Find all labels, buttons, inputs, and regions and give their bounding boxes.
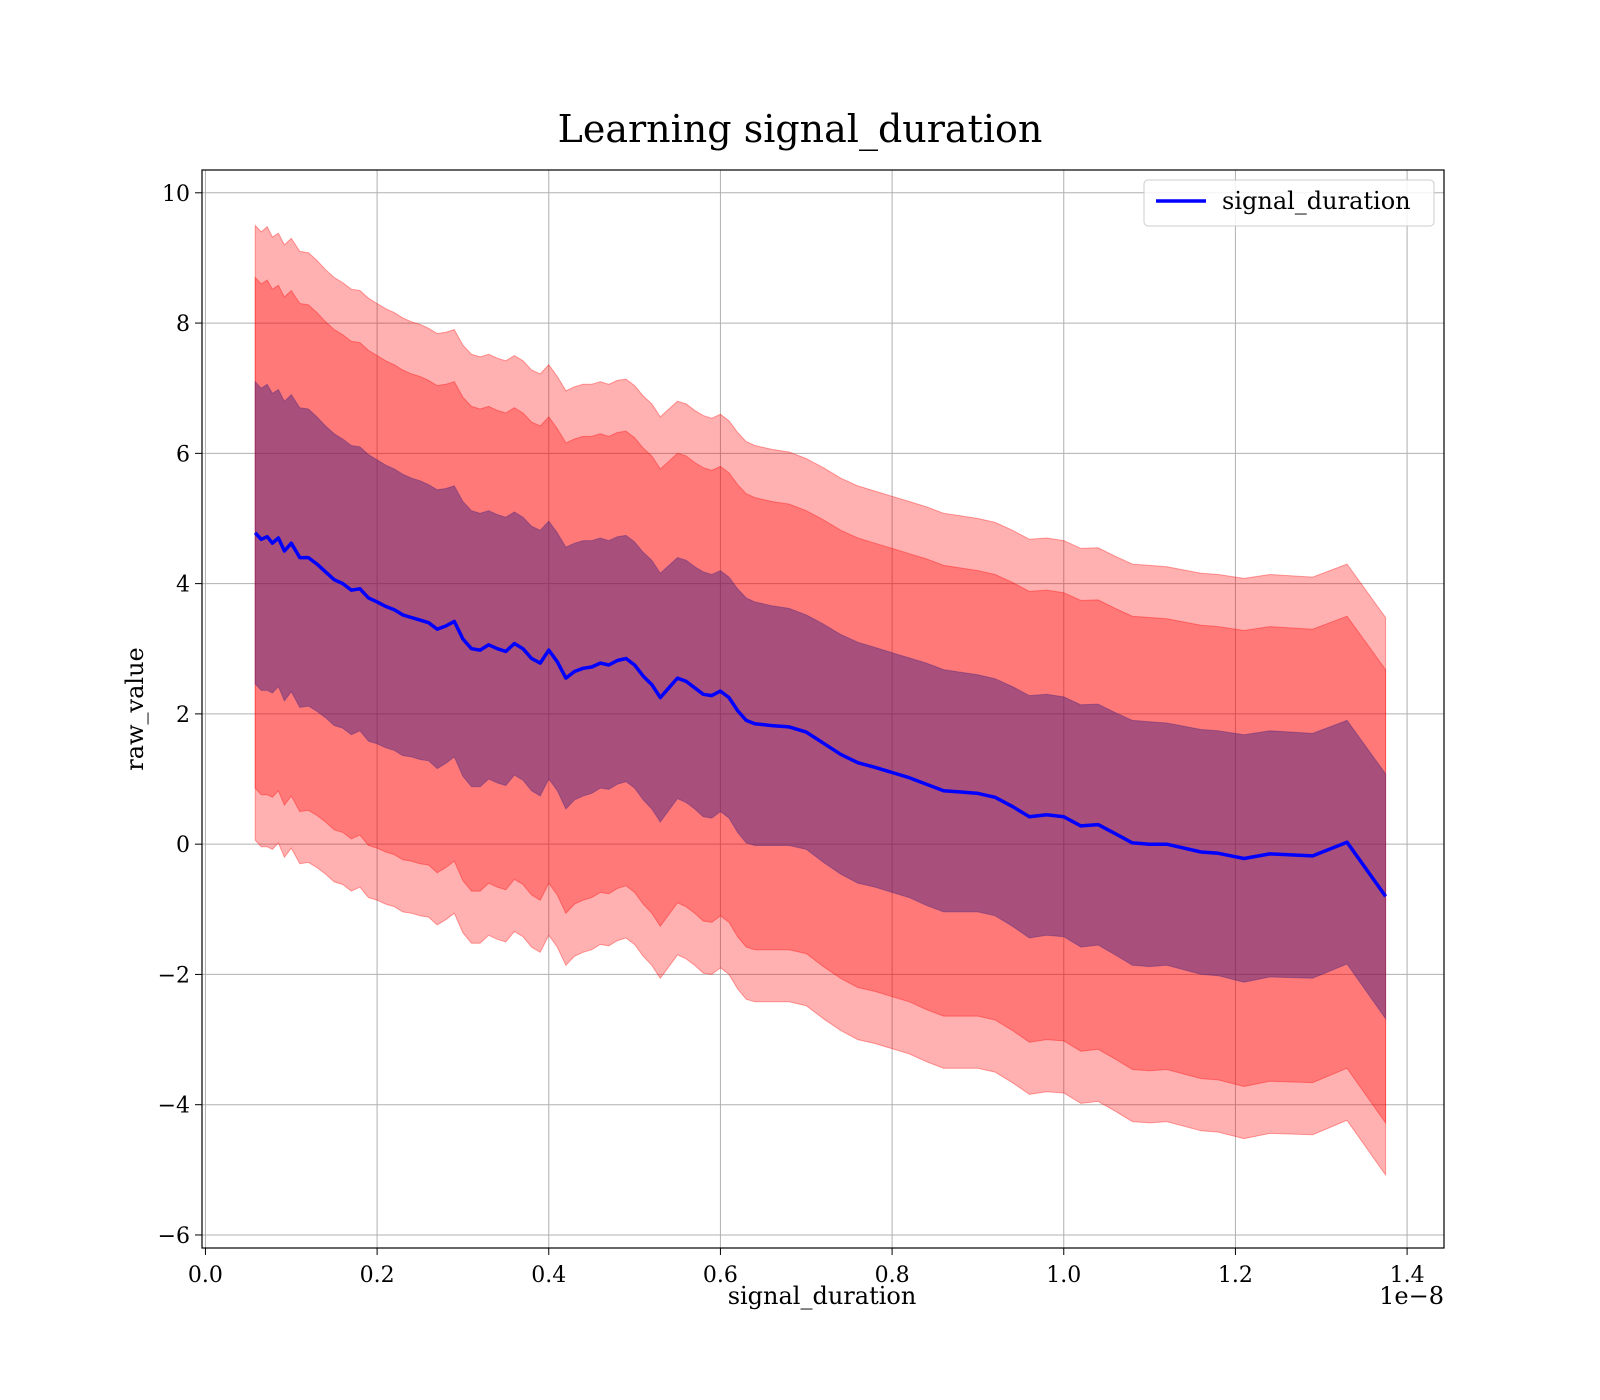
- legend-label: signal_duration: [1222, 187, 1411, 215]
- series-line-signal_duration: [253, 531, 1388, 898]
- x-tick-label: 1.4: [1390, 1263, 1425, 1288]
- y-tick-label: 2: [176, 703, 190, 728]
- band-1: [254, 224, 1387, 1177]
- x-tick-label: 1.2: [1218, 1263, 1253, 1288]
- x-axis-offset-label: 1e−8: [1379, 1282, 1444, 1310]
- y-tick-label: 0: [176, 833, 190, 858]
- legend-box: [1143, 179, 1435, 227]
- series-lines: [253, 531, 1388, 898]
- y-tick-label: −2: [158, 963, 190, 988]
- x-axis-label: signal_duration: [728, 1282, 917, 1310]
- axis-ticks: 0.0 0.2 0.4 0.6 0.8 1.0 1.2 1.4 −6 −4 −2 0 2 4 6 8 10: [158, 182, 1425, 1288]
- grid: [202, 170, 1444, 1248]
- band-2: [254, 276, 1387, 1125]
- y-axis-label: raw_value: [121, 647, 149, 771]
- band-3: [254, 380, 1387, 1021]
- x-tick-label: 0.4: [531, 1263, 566, 1288]
- x-tick-label: 1.0: [1046, 1263, 1081, 1288]
- legend: signal_duration: [1143, 179, 1435, 227]
- y-tick-label: 10: [162, 182, 190, 207]
- x-tick-label: 0.2: [360, 1263, 395, 1288]
- y-tick-label: 4: [176, 573, 190, 598]
- x-tick-label: 0.8: [875, 1263, 910, 1288]
- y-tick-label: −4: [158, 1094, 190, 1119]
- y-tick-label: −6: [158, 1224, 190, 1249]
- plot-frame: [201, 169, 1445, 1249]
- y-tick-label: 6: [176, 442, 190, 467]
- chart-title: Learning signal_duration: [558, 107, 1043, 152]
- confidence-bands: [254, 224, 1387, 1177]
- y-tick-label: 8: [176, 312, 190, 337]
- x-tick-label: 0.0: [188, 1263, 223, 1288]
- x-tick-label: 0.6: [703, 1263, 738, 1288]
